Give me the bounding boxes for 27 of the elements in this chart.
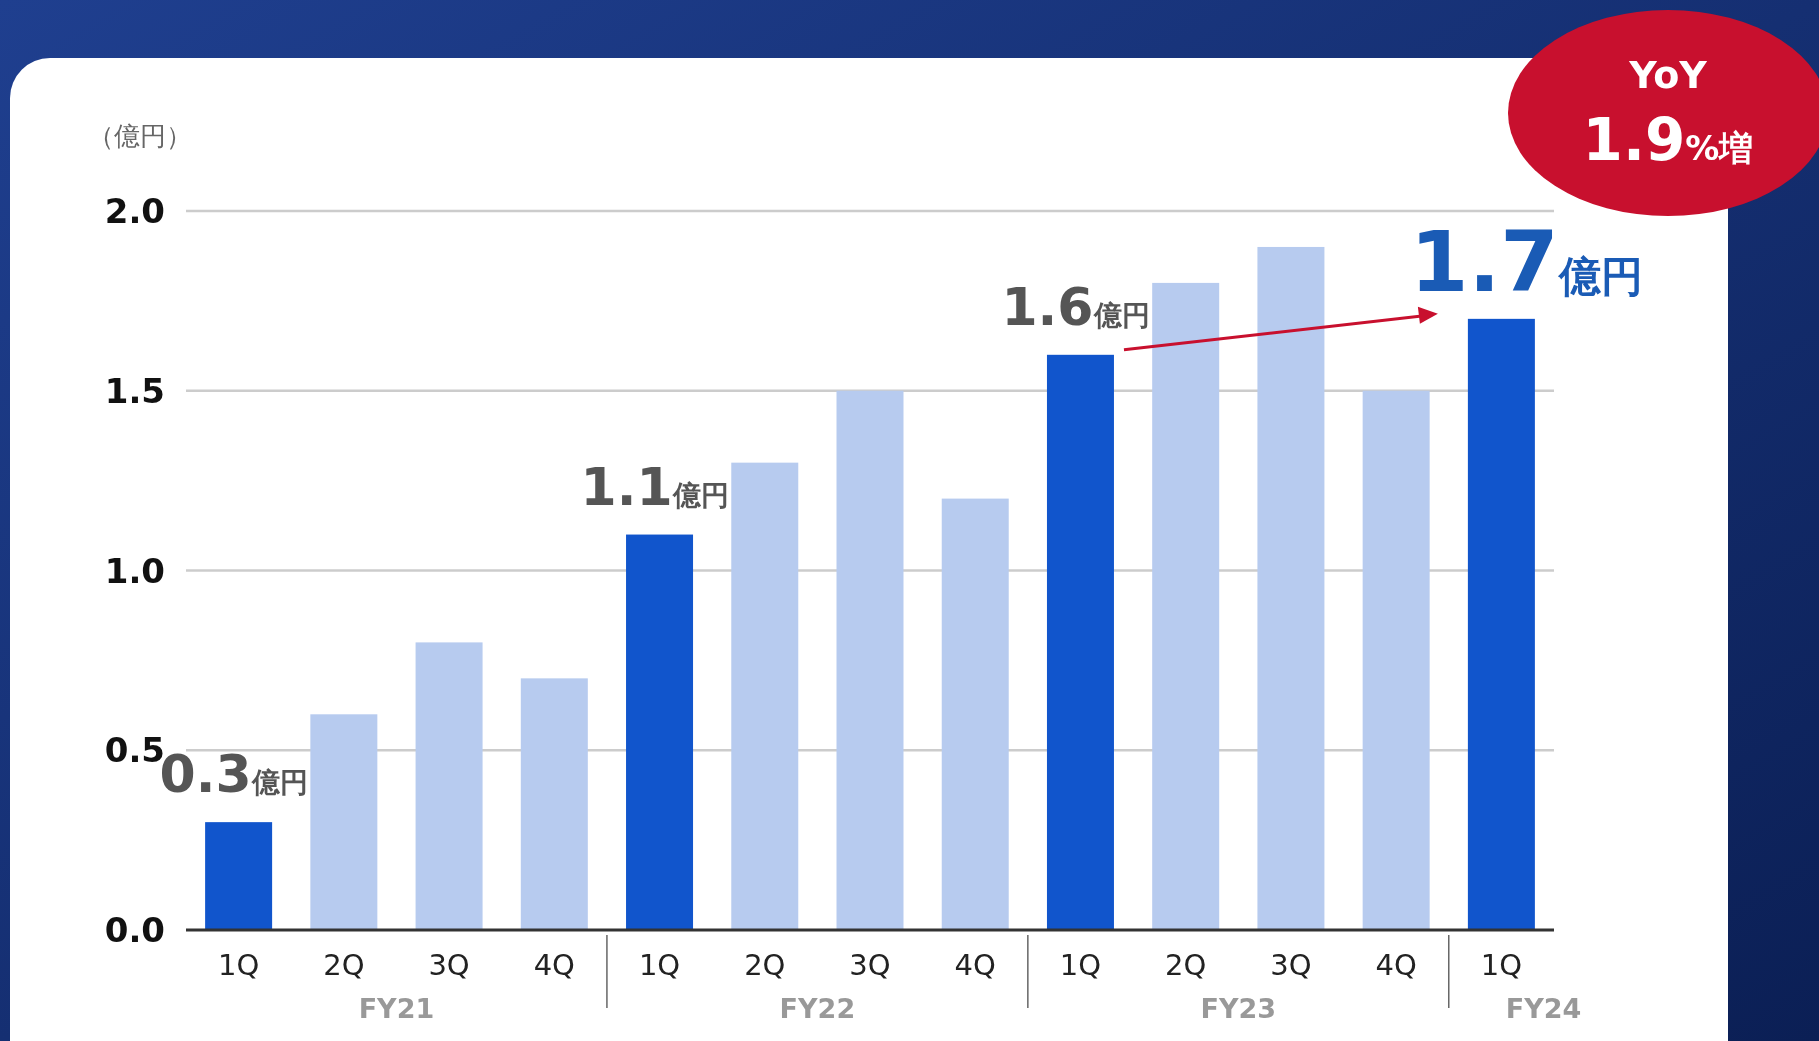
y-axis-title: （億円） — [88, 121, 192, 151]
x-tick-label: 2Q — [744, 948, 786, 982]
data-label: 1.7億円 — [1409, 212, 1643, 311]
x-tick-label: 2Q — [1165, 948, 1207, 982]
data-label: 1.1億円 — [580, 456, 729, 517]
x-tick-label: 1Q — [638, 948, 681, 982]
x-tick-label: 4Q — [954, 948, 996, 982]
x-tick-label: 4Q — [1375, 948, 1417, 982]
data-label: 1.6億円 — [1001, 276, 1150, 337]
text: FY22 — [779, 993, 856, 1024]
text: FY21 — [358, 993, 435, 1024]
x-tick-label: 1Q — [1480, 948, 1523, 982]
y-tick-label: 0.0 — [104, 910, 165, 950]
x-tick-label: 2Q — [323, 948, 365, 982]
x-tick-label: 3Q — [1270, 948, 1312, 982]
x-tick-label: 1Q — [1059, 948, 1102, 982]
y-tick-label: 1.5 — [104, 370, 165, 411]
x-tick-label: 3Q — [849, 948, 891, 982]
text: FY23 — [1200, 993, 1277, 1024]
text: FY24 — [1505, 993, 1582, 1024]
x-tick-label: 4Q — [533, 948, 575, 982]
y-tick-label: 1.0 — [104, 550, 165, 591]
x-tick-label: 3Q — [428, 948, 470, 982]
x-tick-label: 1Q — [217, 948, 260, 982]
y-tick-label: 2.0 — [104, 191, 165, 231]
text: YoY — [1628, 53, 1708, 97]
text: 1.9%増 — [1582, 106, 1754, 174]
